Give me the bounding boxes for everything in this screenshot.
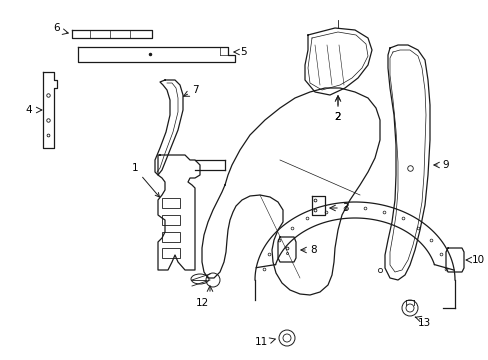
- Text: 12: 12: [195, 298, 208, 308]
- Text: 3: 3: [341, 203, 348, 213]
- Text: 5: 5: [240, 47, 246, 57]
- Text: 8: 8: [309, 245, 316, 255]
- Bar: [162, 198, 180, 208]
- Bar: [162, 215, 180, 225]
- Bar: [162, 248, 180, 258]
- Text: 11: 11: [254, 337, 267, 347]
- Text: 9: 9: [441, 160, 447, 170]
- Text: 4: 4: [25, 105, 32, 115]
- Text: 1: 1: [131, 163, 159, 197]
- Text: 6: 6: [53, 23, 60, 33]
- Text: 2: 2: [334, 112, 341, 122]
- Text: 7: 7: [192, 85, 198, 95]
- Text: 2: 2: [334, 96, 341, 122]
- Text: 13: 13: [417, 318, 430, 328]
- Bar: [162, 232, 180, 242]
- Text: 10: 10: [471, 255, 484, 265]
